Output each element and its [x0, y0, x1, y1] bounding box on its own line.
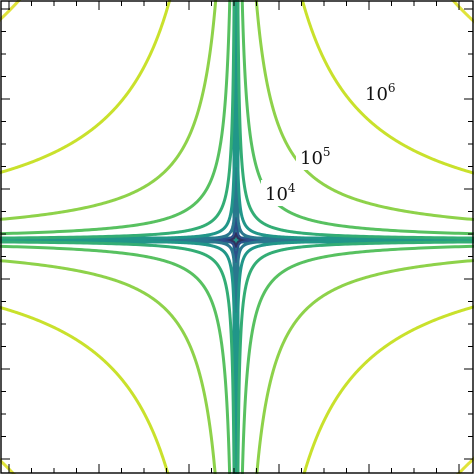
- contour-label-gap-2: [361, 80, 397, 106]
- contour-line-level-4-q2: [0, 0, 236, 240]
- contour-line-level-5-q3: [0, 244, 232, 474]
- contour-label-gap-1: [296, 144, 332, 170]
- contour-line-level-8-q2: [0, 0, 22, 22]
- contour-label-10-4: 104: [265, 181, 296, 205]
- contour-line-level-7-q4: [302, 305, 474, 474]
- contour-line-level-6-q4: [255, 258, 474, 474]
- contour-line-level-4-q3: [0, 240, 236, 474]
- contour-line-level-7-q3: [0, 305, 170, 474]
- contour-line-level-8-q1: [450, 0, 474, 24]
- contour-line-level-8-q4: [456, 456, 474, 474]
- contour-line-level-5-q4: [240, 244, 474, 474]
- contour-line-level-2-q3: [0, 238, 237, 313]
- contour-line-level-7-q2: [0, 0, 172, 175]
- contour-line-level-4-q1: [236, 0, 474, 240]
- contour-line-level-3-q3: [0, 239, 237, 474]
- contour-line-level-2-q4: [235, 238, 474, 313]
- contour-label-10-5: 105: [300, 145, 331, 169]
- contour-label-10-6: 106: [365, 81, 396, 105]
- contour-line-level-7-q1: [300, 0, 474, 175]
- contour-line-level-3-q4: [235, 239, 474, 474]
- contour-line-level-5-q2: [0, 0, 232, 236]
- contour-line-level-3-q2: [0, 5, 237, 241]
- contour-line-level-6-q1: [254, 0, 474, 222]
- contour-line-level-4-q4: [236, 240, 474, 474]
- contour-line-level-8-q3: [0, 458, 16, 474]
- contour-line-level-6-q2: [0, 0, 218, 221]
- contour-line-level-6-q3: [0, 259, 217, 474]
- contour-line-level-2-q2: [0, 167, 237, 242]
- contour-line-level-3-q1: [235, 5, 474, 241]
- contour-label-gap-0: [261, 180, 297, 206]
